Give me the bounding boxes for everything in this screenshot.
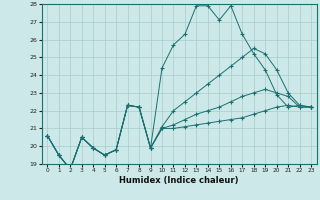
- X-axis label: Humidex (Indice chaleur): Humidex (Indice chaleur): [119, 176, 239, 185]
